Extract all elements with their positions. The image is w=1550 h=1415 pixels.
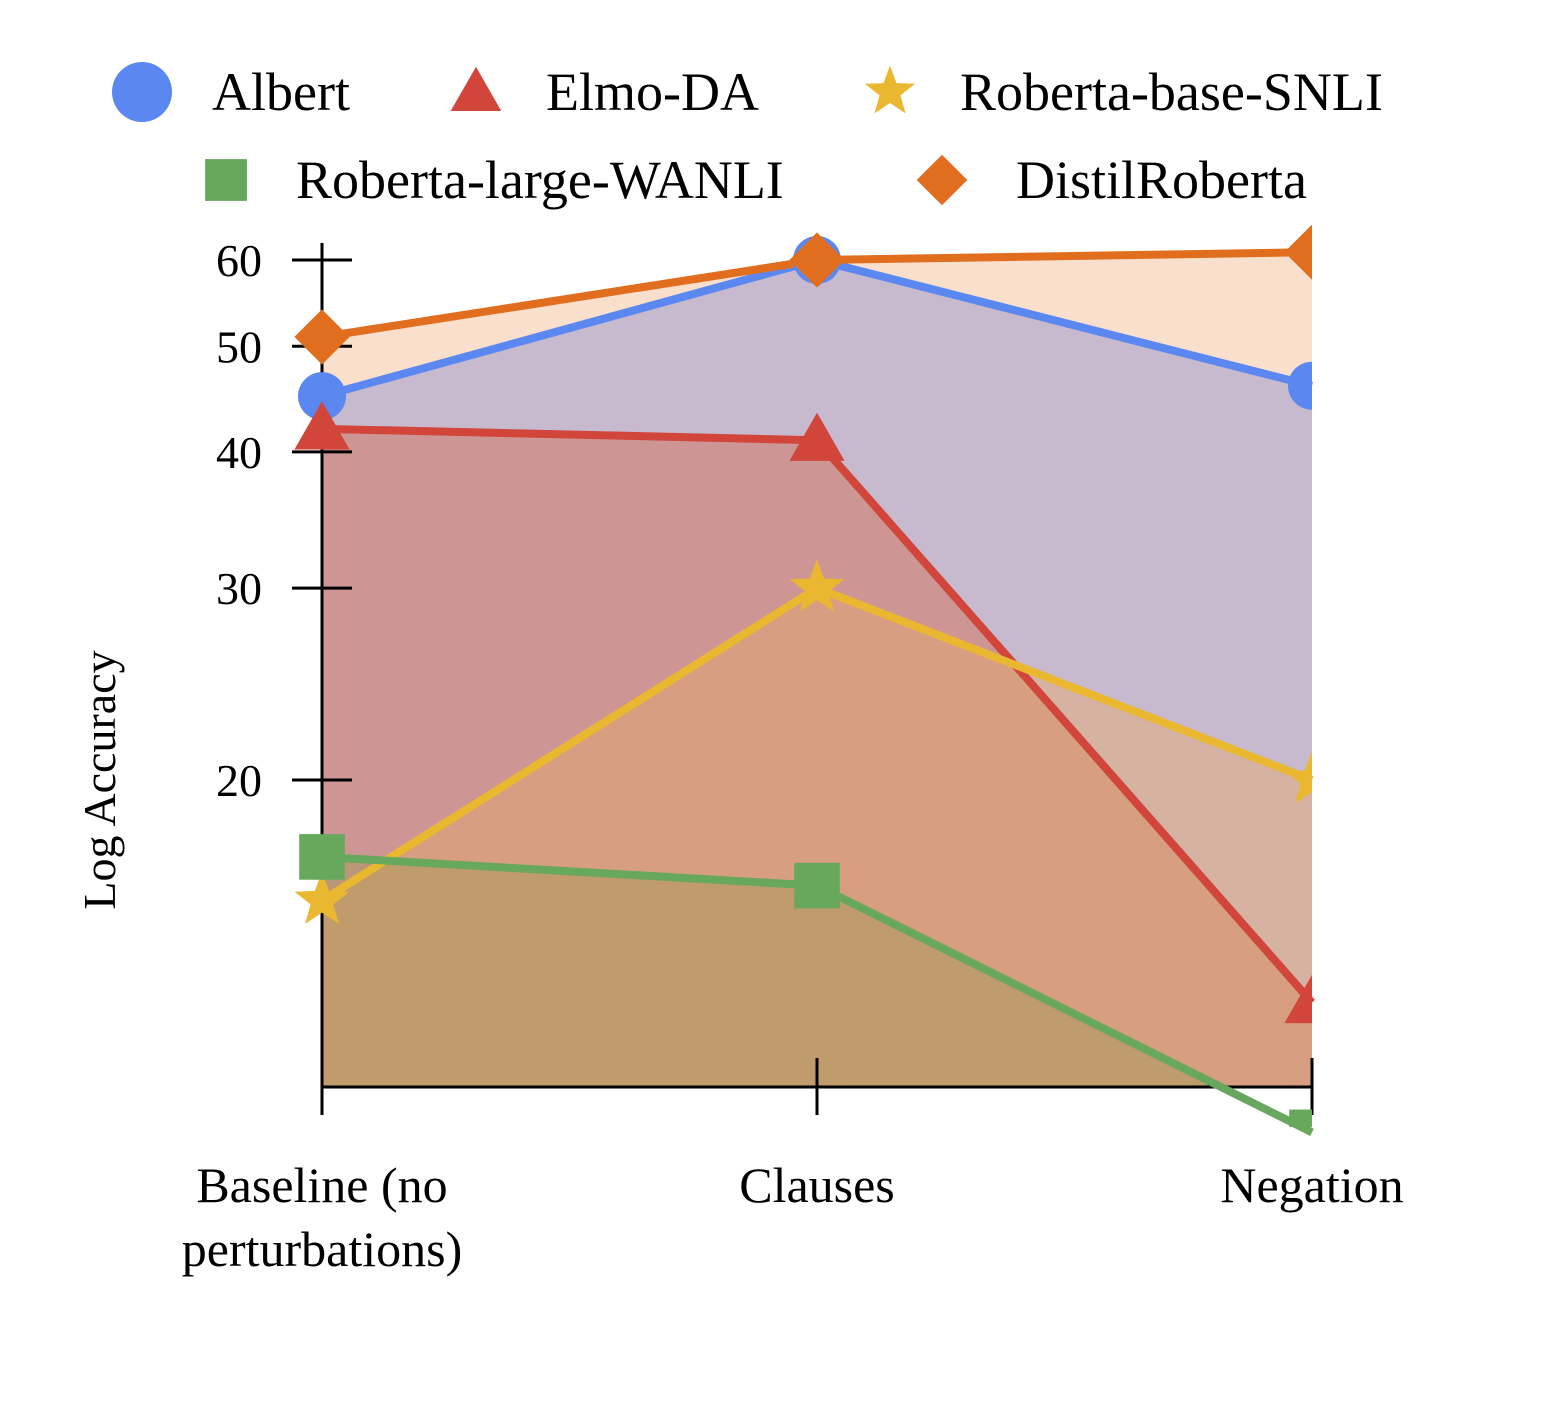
y-tick-label: 40 bbox=[216, 427, 262, 478]
marker-roberta-large-wanli-negation bbox=[1289, 1109, 1312, 1127]
legend-item-roberta-base-snli: Roberta-base-SNLI bbox=[864, 62, 1383, 122]
x-tick-label: Baseline (no bbox=[196, 1157, 447, 1213]
legend-label: DistilRoberta bbox=[1016, 150, 1307, 210]
x-tick-label: perturbations) bbox=[182, 1221, 462, 1277]
markers-layer bbox=[294, 225, 1312, 1127]
marker-roberta-large-wanli-clauses bbox=[794, 862, 840, 909]
area-elmo-da bbox=[322, 428, 1312, 1087]
labels-layer: Log Accuracy 20 30 40 50 60 Baseline (no pertu… bbox=[74, 235, 1404, 1277]
legend-marker-albert bbox=[112, 62, 172, 122]
legend-label: Elmo-DA bbox=[546, 62, 759, 122]
legend-label: Roberta-base-SNLI bbox=[960, 62, 1383, 122]
y-tick-label: 50 bbox=[216, 321, 262, 372]
marker-elmo-da-negation bbox=[1284, 974, 1312, 1024]
legend-label: Albert bbox=[212, 62, 350, 122]
marker-elmo-da-baseline-no-perturbations bbox=[294, 401, 350, 450]
marker-roberta-base-snli-baseline-no-perturbations bbox=[294, 871, 350, 924]
marker-roberta-large-wanli-baseline-no-perturbations bbox=[299, 834, 345, 880]
marker-albert-baseline-no-perturbations bbox=[298, 372, 346, 421]
y-tick-label: 60 bbox=[216, 235, 262, 286]
legend-marker-elmo-da bbox=[450, 66, 502, 111]
legend-label: Roberta-large-WANLI bbox=[296, 150, 784, 210]
x-tick-label: Clauses bbox=[739, 1157, 895, 1213]
marker-distilroberta-negation bbox=[1284, 225, 1312, 280]
legend-item-roberta-large-wanli: Roberta-large-WANLI bbox=[205, 150, 784, 210]
marker-albert-negation bbox=[1288, 361, 1312, 410]
marker-distilroberta-clauses bbox=[789, 232, 845, 288]
y-tick-label: 20 bbox=[216, 755, 262, 806]
legend-item-distilroberta: DistilRoberta bbox=[916, 150, 1307, 210]
legend-item-albert: Albert bbox=[112, 62, 350, 122]
axes-layer bbox=[292, 243, 1314, 1115]
legend-marker-roberta-large-wanli bbox=[205, 159, 247, 201]
marker-distilroberta-baseline-no-perturbations bbox=[294, 309, 350, 365]
area-distilroberta bbox=[322, 252, 1312, 1087]
area-albert bbox=[322, 260, 1312, 1087]
marker-elmo-da-clauses bbox=[789, 412, 845, 461]
areas-layer bbox=[322, 252, 1312, 1087]
y-tick-label: 30 bbox=[216, 563, 262, 614]
marker-roberta-base-snli-clauses bbox=[789, 559, 845, 612]
marker-roberta-base-snli-negation bbox=[1284, 751, 1312, 804]
legend-marker-distilroberta bbox=[916, 154, 968, 206]
legend-marker-roberta-base-snli bbox=[864, 65, 916, 114]
area-roberta-base-snli bbox=[322, 588, 1312, 1087]
x-tick-label: Negation bbox=[1220, 1157, 1403, 1213]
area-roberta-large-wanli bbox=[322, 856, 1312, 1087]
legend-item-elmo-da: Elmo-DA bbox=[450, 62, 759, 122]
y-axis-label: Log Accuracy bbox=[74, 650, 125, 909]
legend: Albert Elmo-DA Roberta-base-SNLI Roberta-la… bbox=[112, 62, 1383, 210]
